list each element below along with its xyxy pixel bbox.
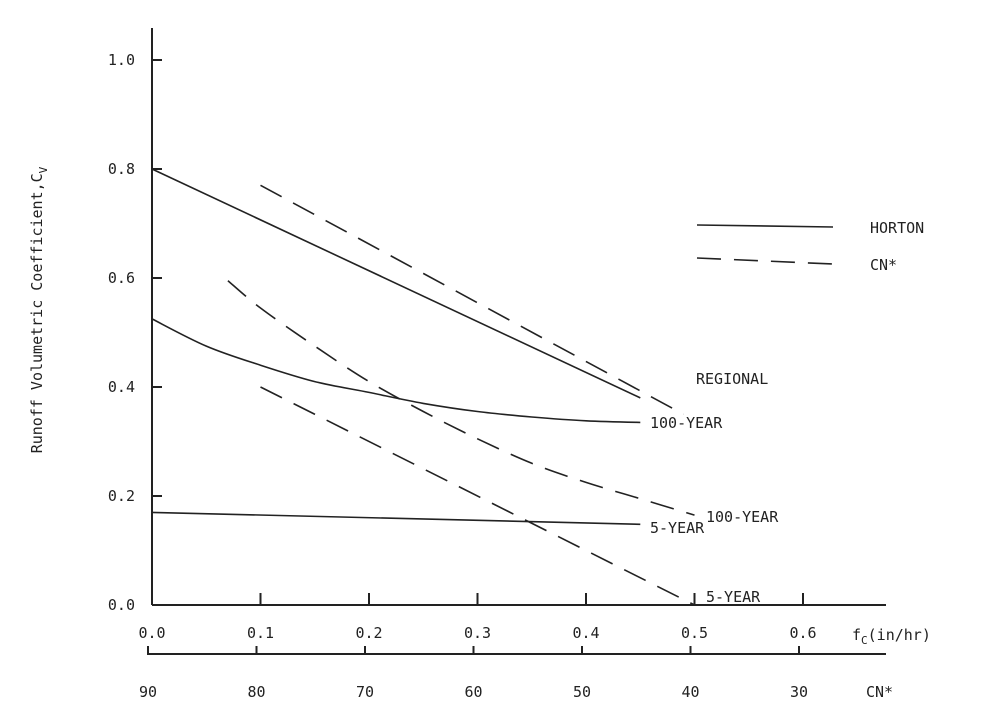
- series-line-1: [151, 168, 641, 399]
- legend-label-horton: HORTON: [870, 219, 924, 237]
- legend-swatch-horton: [696, 224, 834, 228]
- y-tick-label: 0.2: [108, 487, 135, 505]
- x-tick-label: 0.2: [355, 624, 382, 642]
- legend-swatch-cn: [696, 257, 834, 265]
- cn-ticks: 90 80 70 60 50 40 30: [139, 646, 808, 701]
- cn-axis-label: CN*: [866, 683, 893, 701]
- x-tick-label: 0.4: [572, 624, 599, 642]
- series-line-2: [260, 184, 684, 416]
- y-axis-label: Runoff Volumetric Coefficient,CV: [28, 166, 50, 453]
- series-line-3: [151, 318, 641, 424]
- y-tick-label: 0.8: [108, 160, 135, 178]
- cn-tick-label: 70: [356, 683, 374, 701]
- cn-tick-label: 30: [790, 683, 808, 701]
- x-tick-label: 0.6: [789, 624, 816, 642]
- y-tick-label: 0.6: [108, 269, 135, 287]
- x-tick-label: 0.3: [464, 624, 491, 642]
- x-ticks: 0.0 0.1 0.2 0.3 0.4 0.5 0.6: [138, 593, 817, 642]
- cn-tick-label: 90: [139, 683, 157, 701]
- legend-label-cn: CN*: [870, 256, 897, 274]
- series-line-4: [227, 280, 695, 516]
- y-tick-label: 1.0: [108, 51, 135, 69]
- annotation-regional: REGIONAL: [696, 370, 768, 388]
- x-tick-label: 0.1: [247, 624, 274, 642]
- series-line-5: [151, 511, 641, 526]
- annotation-cn-100-year: 100-YEAR: [706, 508, 779, 526]
- cn-tick-label: 40: [681, 683, 699, 701]
- series-line-6: [260, 386, 695, 606]
- annotation-cn-5-year: 5-YEAR: [706, 588, 761, 606]
- cn-tick-label: 60: [464, 683, 482, 701]
- cn-tick-label: 50: [573, 683, 591, 701]
- annotation-horton-100-year: 100-YEAR: [650, 414, 723, 432]
- cn-tick-label: 80: [247, 683, 265, 701]
- curves: [151, 168, 695, 606]
- x-axis-label: fC(in/hr): [852, 626, 931, 647]
- y-tick-label: 0.4: [108, 378, 135, 396]
- legend: HORTON CN*: [696, 219, 924, 274]
- y-ticks: 0.0 0.2 0.4 0.6 0.8 1.0: [108, 51, 162, 614]
- y-tick-label: 0.0: [108, 596, 135, 614]
- x-tick-label: 0.5: [681, 624, 708, 642]
- annotation-horton-5-year: 5-YEAR: [650, 519, 705, 537]
- x-tick-label: 0.0: [138, 624, 165, 642]
